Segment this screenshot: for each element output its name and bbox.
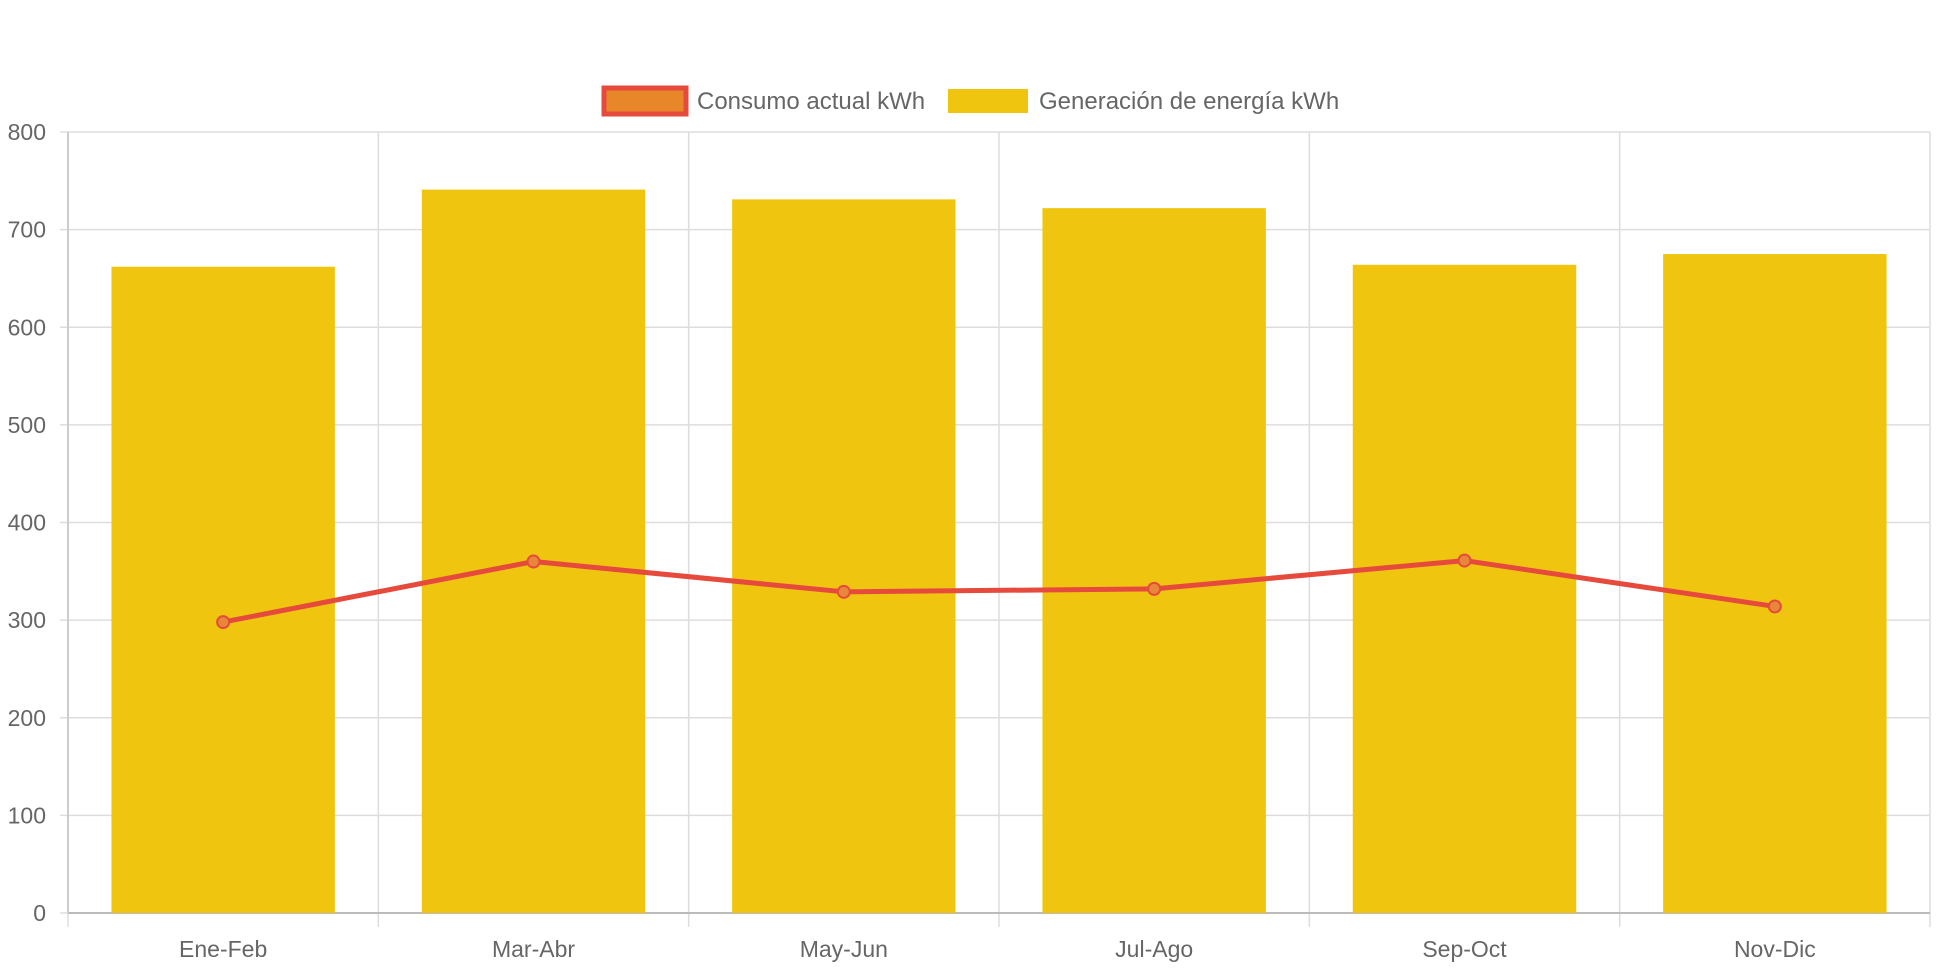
y-axis-tick-labels: 0 100 200 300 400 500 600 700 800 xyxy=(8,119,46,926)
y-tick-label: 600 xyxy=(8,314,46,340)
bar-generacion[interactable] xyxy=(1042,208,1266,913)
point-consumo[interactable] xyxy=(216,615,231,630)
x-tick-label: Jul-Ago xyxy=(1115,936,1193,962)
legend-item-generacion[interactable]: Generación de energía kWh xyxy=(948,88,1339,115)
y-tick-label: 200 xyxy=(8,705,46,731)
line-consumo xyxy=(222,558,1776,625)
x-tick-label: Ene-Feb xyxy=(179,936,267,962)
x-axis-tick-labels: Ene-Feb Mar-Abr May-Jun Jul-Ago Sep-Oct Nov-D… xyxy=(179,936,1816,962)
grid-lines xyxy=(60,131,1931,927)
legend-swatch-generacion xyxy=(948,89,1028,113)
legend-label-generacion: Generación de energía kWh xyxy=(1039,88,1339,115)
bar-series-generacion xyxy=(111,189,1887,913)
point-consumo[interactable] xyxy=(836,584,851,599)
bar-generacion[interactable] xyxy=(1663,254,1887,913)
legend-label-consumo: Consumo actual kWh xyxy=(697,88,925,115)
y-tick-label: 0 xyxy=(33,900,46,926)
line-series-consumo xyxy=(216,553,1782,630)
y-tick-label: 500 xyxy=(8,412,46,438)
y-tick-label: 400 xyxy=(8,510,46,536)
point-consumo[interactable] xyxy=(1457,553,1472,568)
bar-generacion[interactable] xyxy=(1352,264,1577,913)
y-tick-label: 800 xyxy=(8,119,46,145)
bar-generacion[interactable] xyxy=(732,199,956,913)
point-consumo[interactable] xyxy=(1767,599,1782,614)
bar-generacion[interactable] xyxy=(111,266,335,913)
x-tick-label: May-Jun xyxy=(800,936,888,962)
bar-generacion[interactable] xyxy=(421,189,646,913)
legend-item-consumo[interactable]: Consumo actual kWh xyxy=(601,85,925,117)
point-consumo[interactable] xyxy=(526,554,541,569)
y-tick-label: 300 xyxy=(8,607,46,633)
x-tick-label: Sep-Oct xyxy=(1422,936,1507,962)
x-tick-label: Nov-Dic xyxy=(1734,936,1816,962)
point-consumo[interactable] xyxy=(1147,581,1162,596)
legend: Consumo actual kWh Generación de energía… xyxy=(601,85,1339,117)
legend-swatch-consumo xyxy=(601,85,689,117)
y-tick-label: 700 xyxy=(8,217,46,243)
y-tick-label: 100 xyxy=(8,802,46,828)
x-tick-label: Mar-Abr xyxy=(492,936,575,962)
